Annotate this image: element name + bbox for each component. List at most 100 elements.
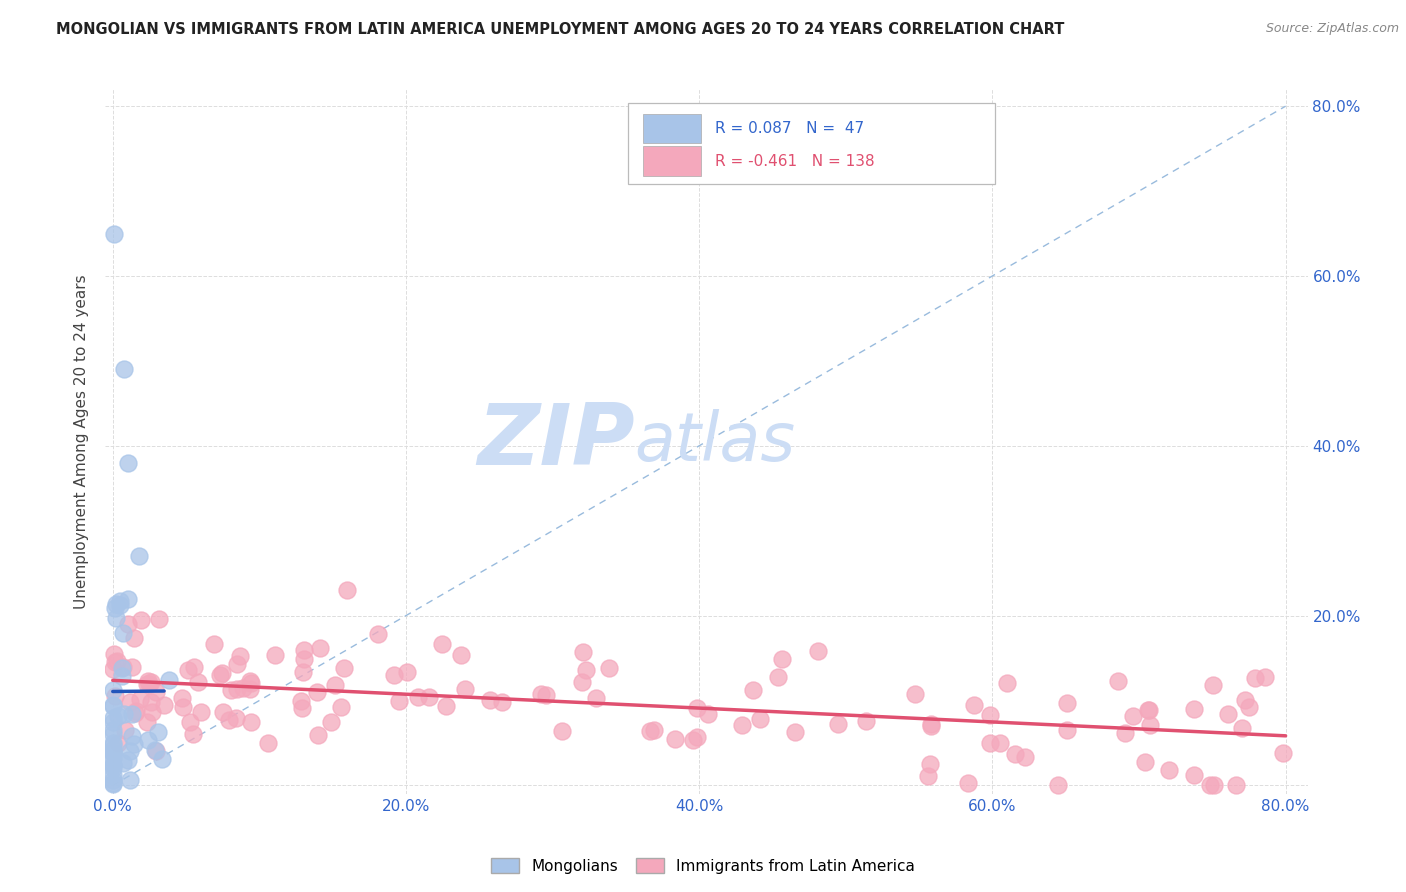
Point (177, 664, 200, 678)
Point (112, 707, 135, 722)
Point (101, 699, 124, 714)
Point (122, 737, 145, 751)
Point (1004, 747, 1026, 762)
FancyBboxPatch shape (643, 114, 700, 144)
Point (741, 683, 763, 698)
Point (1230, 721, 1253, 735)
Point (110, 594, 132, 608)
Point (141, 706, 163, 720)
Point (319, 714, 342, 729)
Point (1254, 670, 1277, 684)
Point (290, 694, 312, 708)
Point (101, 738, 124, 752)
Point (240, 714, 263, 729)
Point (770, 652, 793, 666)
Point (827, 716, 849, 731)
Point (101, 742, 124, 756)
Point (103, 647, 125, 661)
Point (307, 728, 329, 742)
Point (148, 724, 170, 739)
Point (664, 732, 686, 747)
Point (920, 717, 942, 731)
Point (917, 769, 939, 783)
FancyBboxPatch shape (628, 103, 995, 185)
Point (979, 735, 1001, 749)
Point (101, 768, 124, 782)
Point (1243, 671, 1265, 685)
Point (292, 651, 315, 665)
Point (122, 631, 145, 645)
Point (336, 583, 359, 598)
Point (995, 676, 1018, 690)
Point (225, 657, 247, 672)
Point (1182, 767, 1205, 781)
Point (454, 682, 477, 697)
Point (135, 714, 157, 729)
Point (148, 612, 170, 626)
Point (101, 751, 124, 765)
Point (211, 665, 233, 680)
Point (1014, 749, 1036, 764)
Point (783, 724, 806, 739)
Point (202, 637, 225, 651)
Point (333, 661, 356, 675)
Point (305, 685, 328, 699)
Point (139, 695, 162, 709)
Point (150, 752, 173, 766)
Point (855, 714, 877, 728)
Point (117, 754, 139, 768)
Point (101, 772, 124, 787)
Point (748, 712, 770, 726)
Point (120, 695, 142, 709)
Point (101, 746, 124, 760)
Point (396, 665, 419, 680)
Point (179, 714, 201, 729)
Point (323, 678, 346, 692)
Point (1233, 692, 1256, 706)
Point (239, 674, 262, 689)
Point (101, 682, 124, 697)
Point (112, 625, 135, 640)
Point (1107, 673, 1129, 688)
Point (104, 597, 127, 611)
Point (1225, 778, 1247, 792)
Point (212, 705, 235, 719)
Point (904, 687, 927, 701)
Point (367, 627, 389, 641)
Point (920, 719, 942, 733)
Point (135, 677, 157, 691)
Point (1047, 778, 1070, 792)
Point (153, 698, 176, 713)
Point (638, 723, 661, 738)
Point (682, 732, 704, 747)
Point (101, 777, 124, 791)
Point (103, 689, 125, 703)
Point (491, 695, 513, 709)
Point (112, 660, 135, 674)
Point (551, 724, 574, 739)
Point (157, 673, 180, 687)
Point (221, 683, 243, 698)
Point (103, 227, 125, 241)
Point (574, 663, 596, 677)
Point (382, 668, 405, 682)
Point (228, 648, 250, 663)
Point (534, 688, 557, 702)
Point (101, 757, 124, 772)
Point (101, 711, 124, 725)
Point (117, 591, 139, 606)
Point (101, 723, 124, 738)
Point (101, 758, 124, 772)
Point (101, 714, 124, 729)
Point (572, 645, 595, 659)
Text: ZIP: ZIP (477, 400, 634, 483)
Point (124, 706, 146, 720)
Point (408, 690, 430, 704)
Y-axis label: Unemployment Among Ages 20 to 24 years: Unemployment Among Ages 20 to 24 years (75, 274, 90, 609)
Point (121, 706, 143, 721)
Point (388, 694, 411, 708)
Point (1182, 702, 1205, 716)
Point (418, 690, 440, 704)
Point (434, 699, 457, 714)
Point (112, 362, 135, 376)
